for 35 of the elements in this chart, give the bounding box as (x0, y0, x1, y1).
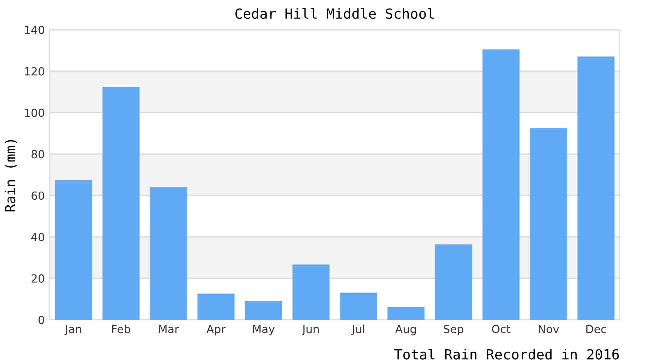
x-tick-label: May (253, 325, 275, 336)
y-tick-label: 80 (32, 150, 44, 159)
y-tick-label: 40 (32, 233, 44, 242)
y-tick-label: 120 (25, 67, 44, 76)
x-tick-label: Oct (492, 325, 511, 334)
x-tick-label: Sep (444, 325, 464, 336)
y-axis-title: Rain (mm) (4, 140, 18, 212)
y-tick-label: 100 (25, 108, 44, 118)
bar (150, 187, 188, 320)
bar (55, 180, 92, 320)
x-tick-label: Nov (538, 325, 560, 334)
bar (340, 292, 378, 320)
x-tick-label: Apr (206, 325, 226, 336)
bar (530, 128, 568, 320)
y-tick-label: 60 (32, 192, 44, 200)
chart-title: Cedar Hill Middle School (236, 8, 434, 20)
y-tick-label: 0 (38, 316, 44, 324)
x-tick-label: Feb (112, 324, 130, 334)
x-tick-label: Mar (159, 325, 180, 334)
x-tick-label: Jul (351, 324, 364, 336)
bar (198, 294, 235, 320)
bar (435, 244, 472, 320)
bar (102, 86, 140, 320)
bar (388, 306, 425, 320)
x-tick-label: Jun (302, 325, 319, 336)
y-tick-label: 140 (25, 26, 44, 34)
x-axis-title: Total Rain Recorded in 2016 (394, 349, 620, 360)
x-tick-label: Dec (586, 325, 606, 334)
x-tick-label: Aug (395, 325, 416, 336)
bar (245, 300, 282, 320)
bar (482, 50, 520, 320)
y-tick-label: 20 (32, 274, 44, 283)
x-tick-label: Jan (64, 325, 82, 336)
bar (578, 56, 615, 320)
bar (292, 264, 330, 320)
